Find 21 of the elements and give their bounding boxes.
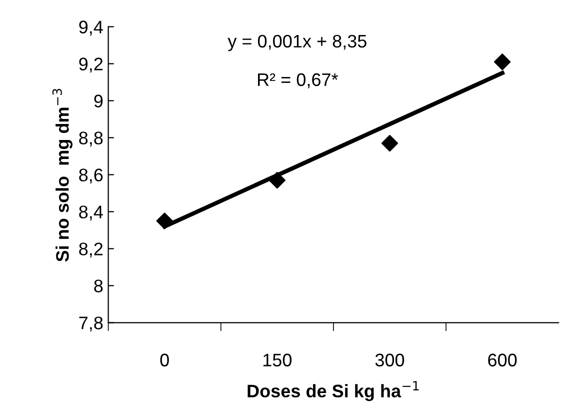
point (381, 134, 398, 152)
point (268, 172, 286, 189)
y-tick-label: 8,4 (79, 206, 103, 221)
y-tick-label: 8 (94, 280, 103, 292)
x-tick-label: 150 (263, 354, 292, 366)
point (494, 54, 511, 70)
y-axis-title: Si no solo mg dm$^{−3}$ (52, 88, 72, 262)
x-axis-title: Doses de Si kg ha$^{−1}$ (248, 381, 419, 402)
y-tick-label: 8,8 (79, 132, 103, 147)
y-tick-label: 9,4 (79, 20, 103, 36)
annotation: R² = 0,67* (258, 73, 338, 88)
y-tick-label: 9,2 (79, 58, 103, 73)
y-tick-label: 9 (94, 94, 103, 108)
x-tick-label: 0 (160, 354, 169, 366)
y-tick-label: 8,6 (79, 168, 103, 184)
y-tick-label: 8,2 (79, 242, 103, 258)
annotation: y = 0,001x + 8,35 (228, 34, 366, 52)
y-tick-label: 7,8 (79, 316, 103, 332)
x-tick-label: 600 (488, 354, 517, 366)
x-tick-label: 300 (375, 354, 404, 366)
point (156, 212, 173, 230)
